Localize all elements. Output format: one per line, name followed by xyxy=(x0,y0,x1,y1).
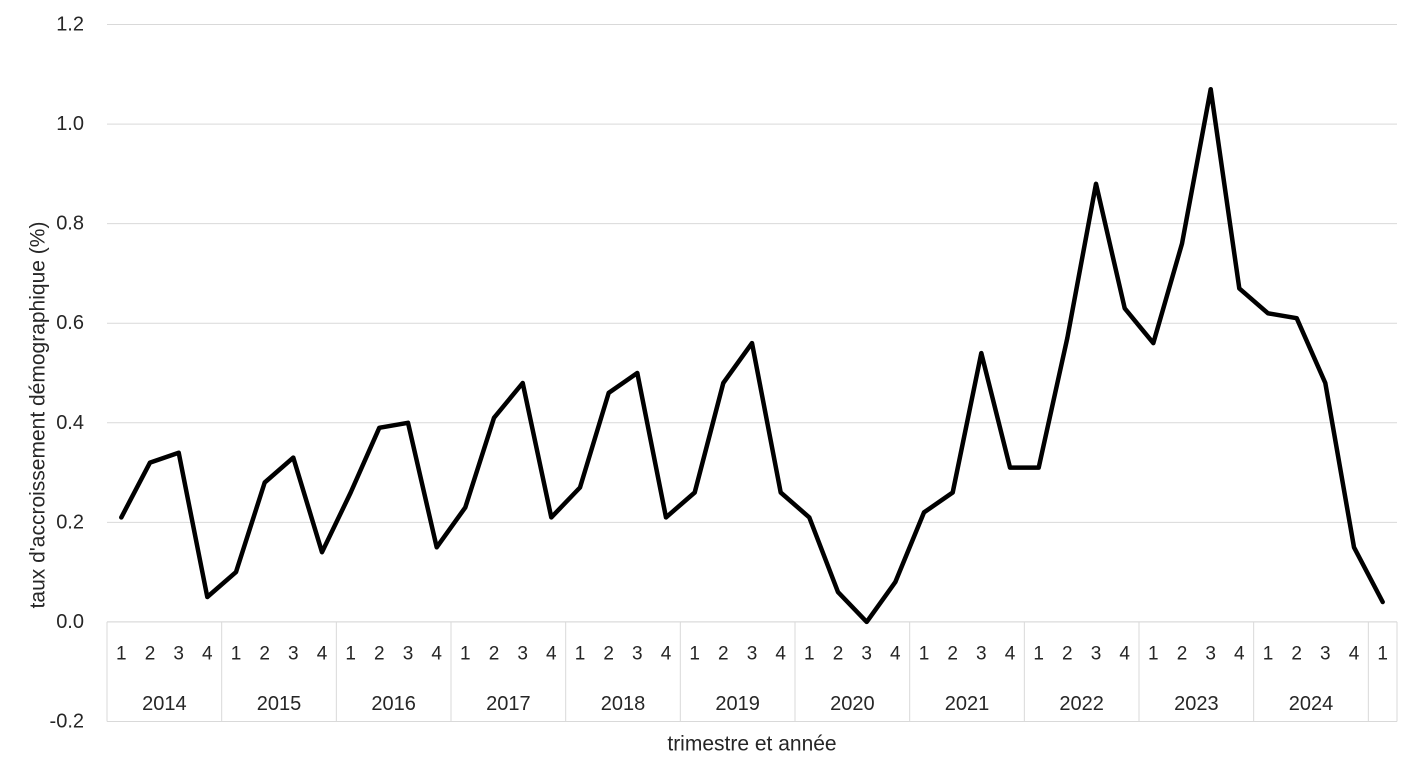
x-quarter-label: 2 xyxy=(489,644,500,665)
x-quarter-label: 1 xyxy=(1148,644,1159,665)
y-tick-label: 0.4 xyxy=(56,412,84,434)
x-quarter-label: 2 xyxy=(1177,644,1188,665)
x-year-label: 2018 xyxy=(601,693,646,715)
x-quarter-label: 4 xyxy=(1234,644,1245,665)
x-quarter-label: 4 xyxy=(775,644,786,665)
x-quarter-label: 4 xyxy=(1119,644,1130,665)
data-line xyxy=(119,86,1385,625)
x-quarter-label: 4 xyxy=(546,644,557,665)
y-tick-label: 0.0 xyxy=(56,611,84,633)
y-tick-label: -0.2 xyxy=(50,711,84,733)
x-quarter-label: 2 xyxy=(603,644,614,665)
y-tick-label: 0.6 xyxy=(56,312,84,334)
x-year-label: 2019 xyxy=(715,693,760,715)
x-quarter-label: 3 xyxy=(173,644,184,665)
data-series-group xyxy=(119,86,1385,625)
x-quarter-label: 2 xyxy=(374,644,385,665)
y-tick-label: 1.0 xyxy=(56,113,84,135)
x-quarter-label: 2 xyxy=(259,644,270,665)
x-quarter-label: 3 xyxy=(1320,644,1331,665)
x-quarter-label: 3 xyxy=(1091,644,1102,665)
x-quarter-label: 1 xyxy=(804,644,815,665)
x-year-label: 2017 xyxy=(486,693,531,715)
x-quarter-label: 1 xyxy=(919,644,930,665)
x-quarter-label: 4 xyxy=(1005,644,1016,665)
x-axis-title: trimestre et année xyxy=(667,733,836,756)
x-quarter-label: 2 xyxy=(145,644,156,665)
x-quarter-label: 1 xyxy=(460,644,471,665)
y-tick-label: 0.8 xyxy=(56,213,84,235)
y-axis-tick-labels: 1.2 1.0 0.8 0.6 0.4 0.2 0.0 -0.2 xyxy=(50,14,84,733)
x-quarter-label: 2 xyxy=(718,644,729,665)
x-quarter-label: 1 xyxy=(1377,644,1388,665)
x-year-label: 2016 xyxy=(371,693,416,715)
x-quarter-label: 4 xyxy=(890,644,901,665)
x-year-label: 2014 xyxy=(142,693,187,715)
x-quarter-label: 1 xyxy=(345,644,356,665)
y-tick-label: 1.2 xyxy=(56,14,84,36)
x-quarter-label: 3 xyxy=(403,644,414,665)
x-quarter-label: 3 xyxy=(747,644,758,665)
x-quarter-label: 4 xyxy=(661,644,672,665)
x-quarter-label: 3 xyxy=(861,644,872,665)
x-quarter-label: 1 xyxy=(1033,644,1044,665)
x-quarter-label: 3 xyxy=(632,644,643,665)
x-quarter-label: 1 xyxy=(116,644,127,665)
x-quarter-label: 2 xyxy=(947,644,958,665)
x-year-label: 2020 xyxy=(830,693,875,715)
x-quarter-label: 2 xyxy=(1062,644,1073,665)
x-quarter-label: 2 xyxy=(1291,644,1302,665)
y-axis-title: taux d'accroissement démographique (%) xyxy=(27,222,50,609)
x-quarter-label: 3 xyxy=(976,644,987,665)
x-quarter-label: 4 xyxy=(1349,644,1360,665)
x-quarter-label: 3 xyxy=(1205,644,1216,665)
x-quarter-label: 3 xyxy=(517,644,528,665)
x-quarter-label: 2 xyxy=(833,644,844,665)
x-quarter-label: 4 xyxy=(431,644,442,665)
x-year-label: 2021 xyxy=(945,693,990,715)
x-quarter-label: 1 xyxy=(689,644,700,665)
x-quarter-label: 4 xyxy=(317,644,328,665)
x-year-label: 2024 xyxy=(1289,693,1334,715)
x-year-label: 2022 xyxy=(1059,693,1104,715)
y-tick-label: 0.2 xyxy=(56,511,84,533)
x-quarter-label: 1 xyxy=(575,644,586,665)
x-quarter-label: 1 xyxy=(1263,644,1274,665)
x-quarter-label: 3 xyxy=(288,644,299,665)
x-year-label: 2023 xyxy=(1174,693,1219,715)
x-quarter-label: 1 xyxy=(231,644,242,665)
x-quarter-label: 4 xyxy=(202,644,213,665)
x-year-label: 2015 xyxy=(257,693,302,715)
